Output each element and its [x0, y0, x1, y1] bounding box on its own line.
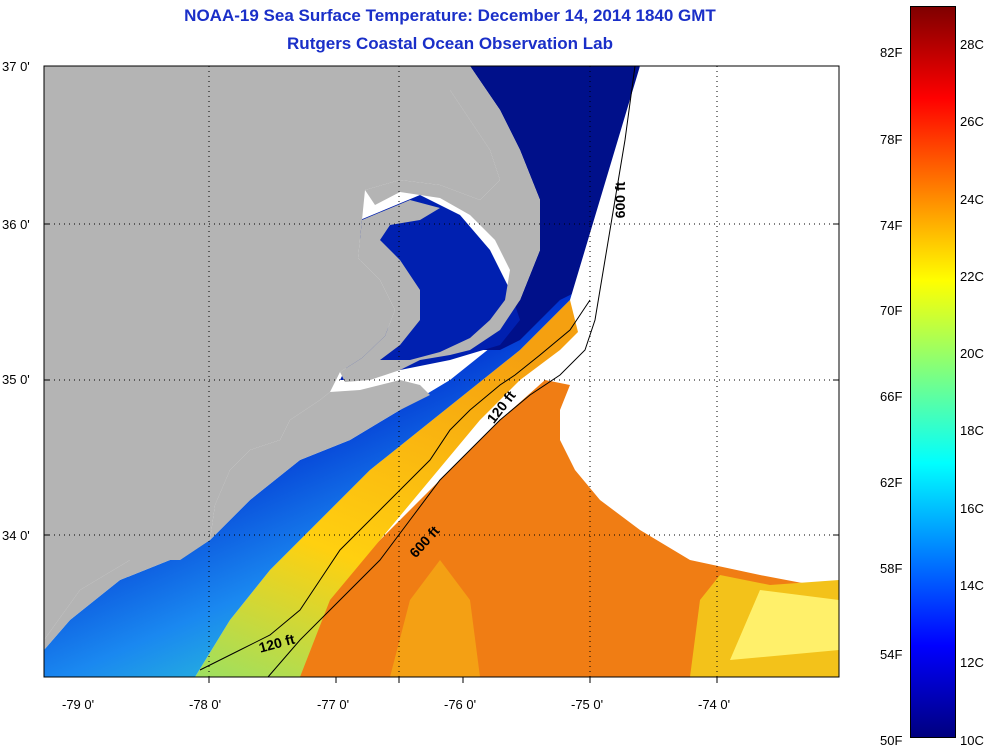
axis-ticks — [44, 223, 839, 683]
colorbar-c-label: 20C — [960, 346, 984, 361]
land-mass — [44, 66, 540, 650]
lon-label: -78 0' — [189, 697, 222, 712]
colorbar-c-label: 14C — [960, 578, 984, 593]
lon-label: -79 0' — [62, 697, 95, 712]
colorbar-f-label: 78F — [880, 132, 903, 147]
colorbar-c-label: 16C — [960, 501, 984, 516]
isobath-lines — [199, 65, 636, 678]
colorbar-c-label: 28C — [960, 37, 984, 52]
lat-label: 35 0' — [2, 372, 30, 387]
colorbar-f-label: 66F — [880, 389, 903, 404]
colorbar-f-label: 62F — [880, 475, 903, 490]
isobath-label: 600 ft — [612, 181, 628, 218]
graticule — [44, 66, 839, 677]
sst-field — [44, 66, 839, 677]
lat-label: 36 0' — [2, 217, 30, 232]
lon-label: -77 0' — [317, 697, 350, 712]
colorbar-c-label: 26C — [960, 114, 984, 129]
colorbar-f-label: 74F — [880, 218, 903, 233]
lon-label: -76 0' — [444, 697, 477, 712]
colorbar-f-label: 58F — [880, 561, 903, 576]
land-interior — [44, 66, 500, 640]
isobath-600ft — [267, 65, 636, 678]
colorbar-f-label: 70F — [880, 303, 903, 318]
map-subtitle: Rutgers Coastal Ocean Observation Lab — [287, 34, 613, 53]
colorbar-c-label: 18C — [960, 423, 984, 438]
temperature-colorbar — [910, 6, 956, 738]
colorbar-c-label: 24C — [960, 192, 984, 207]
colorbar-f-label: 50F — [880, 733, 903, 748]
lat-label: 37 0' — [2, 59, 30, 74]
colorbar-f-label: 54F — [880, 647, 903, 662]
colorbar-c-label: 10C — [960, 733, 984, 748]
map-frame — [43, 65, 840, 678]
map-title: NOAA-19 Sea Surface Temperature: Decembe… — [184, 6, 716, 25]
colorbar-f-label: 82F — [880, 45, 903, 60]
lon-label: -74 0' — [698, 697, 731, 712]
lat-label: 34 0' — [2, 528, 30, 543]
colorbar-c-label: 22C — [960, 269, 984, 284]
colorbar-c-label: 12C — [960, 655, 984, 670]
isobath-120ft — [199, 299, 591, 671]
lon-label: -75 0' — [571, 697, 604, 712]
